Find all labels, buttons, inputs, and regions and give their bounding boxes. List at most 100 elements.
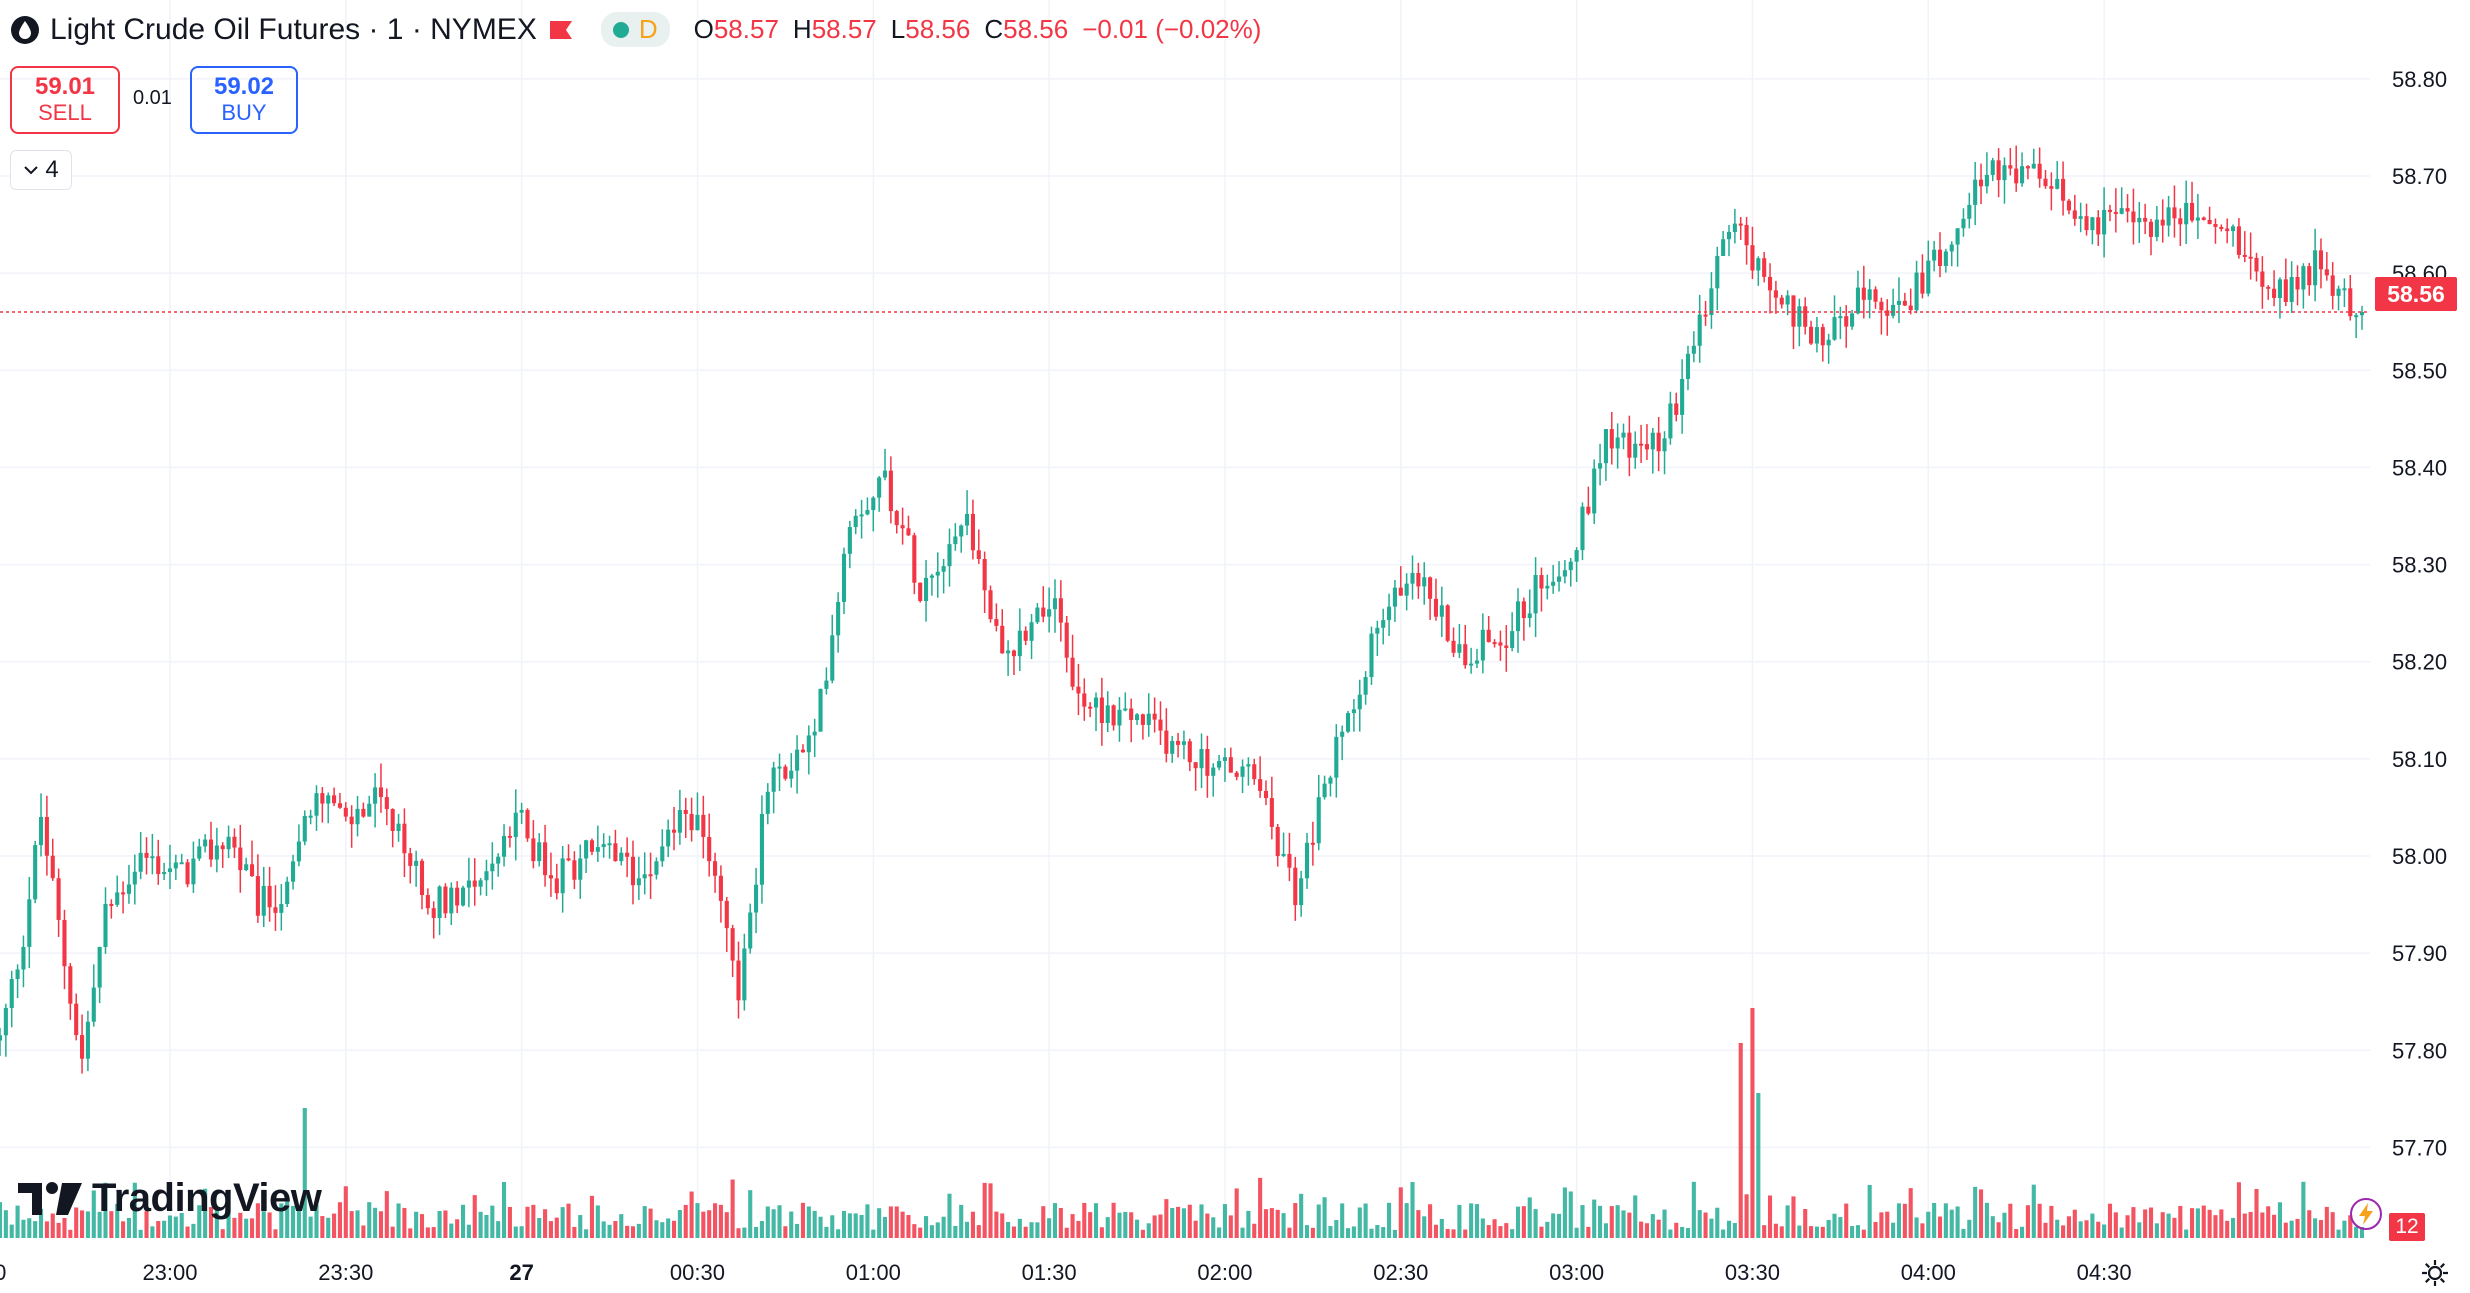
candle-body	[1803, 306, 1808, 327]
candle-body	[1375, 627, 1380, 634]
candle-body	[800, 749, 806, 753]
candle-body	[162, 872, 167, 875]
volume-bar	[1463, 1229, 1468, 1238]
candle-body	[1961, 218, 1966, 229]
candle-body	[1105, 705, 1110, 724]
sell-button[interactable]: 59.01 SELL	[10, 66, 120, 134]
volume-bar	[712, 1203, 718, 1238]
candle-body	[1404, 583, 1409, 596]
candle-body	[2277, 279, 2282, 298]
volume-bar	[1146, 1223, 1151, 1238]
candle-body	[1937, 249, 1943, 266]
candle-body	[730, 928, 735, 961]
candle-body	[1000, 625, 1005, 654]
candle-body	[1234, 772, 1239, 777]
volume-bar	[273, 1229, 278, 1238]
volume-bar	[1439, 1218, 1444, 1238]
candle-body	[1615, 437, 1620, 449]
candle-body	[2301, 266, 2306, 290]
candle-body	[1486, 629, 1491, 643]
last-price-tag: 58.56	[2375, 277, 2457, 311]
volume-bar	[947, 1193, 952, 1238]
buy-button[interactable]: 59.02 BUY	[190, 66, 298, 134]
time-tick-label: 04:30	[2077, 1260, 2132, 1285]
time-tick-label: 01:00	[846, 1260, 901, 1285]
candle-body	[2236, 226, 2241, 255]
candle-body	[1633, 443, 1638, 458]
volume-bar	[730, 1179, 735, 1238]
candle-body	[507, 835, 512, 838]
candle-body	[1187, 741, 1192, 763]
candle-body	[1521, 601, 1526, 619]
candle-body	[1193, 762, 1198, 769]
symbol-title[interactable]: Light Crude Oil Futures · 1 · NYMEX	[50, 12, 537, 46]
candle-body	[1891, 304, 1896, 316]
volume-bar	[2119, 1227, 2124, 1238]
candle-body	[2330, 275, 2335, 296]
bolt-icon[interactable]	[2348, 1196, 2384, 1232]
candle-body	[537, 842, 542, 862]
volume-bar	[771, 1209, 776, 1238]
candle-body	[877, 477, 882, 498]
candle-body	[91, 987, 96, 1022]
candle-body	[1387, 606, 1392, 621]
delayed-indicator: D	[638, 14, 658, 44]
volume-bar	[1129, 1212, 1134, 1238]
candle-body	[1011, 650, 1017, 657]
candle-body	[754, 884, 759, 913]
candle-body	[2201, 217, 2206, 220]
candle-body	[1674, 403, 1679, 415]
candle-body	[1445, 605, 1450, 641]
volume-bar	[2260, 1212, 2265, 1238]
candle-body	[736, 960, 741, 1001]
volume-bar	[1111, 1202, 1116, 1238]
volume-bar	[2172, 1217, 2177, 1238]
volume-bar	[625, 1225, 630, 1238]
low-label: L	[890, 14, 906, 44]
candle-body	[1955, 228, 1960, 245]
candle-body	[947, 544, 952, 567]
flag-icon[interactable]	[547, 18, 575, 42]
volume-bar	[80, 1210, 85, 1238]
candle-body	[97, 946, 102, 988]
candle-body	[38, 816, 44, 846]
volume-bar	[443, 1210, 448, 1238]
market-status[interactable]: D	[600, 12, 670, 47]
time-tick-label: 03:30	[1725, 1260, 1780, 1285]
indicators-toggle-button[interactable]: 4	[10, 150, 72, 190]
candle-body	[1088, 706, 1093, 709]
candle-body	[21, 946, 26, 970]
volume-bar	[191, 1223, 196, 1238]
candle-body	[208, 839, 214, 860]
candle-body	[1439, 605, 1444, 617]
volume-bar	[197, 1205, 202, 1238]
volume-bar	[1820, 1226, 1825, 1238]
candle-body	[1510, 631, 1515, 648]
volume-bar	[988, 1183, 993, 1238]
volume-bar	[2043, 1222, 2048, 1238]
volume-bar	[85, 1211, 90, 1238]
volume-bar	[1164, 1199, 1169, 1238]
candle-body	[478, 880, 483, 887]
candle-body	[1586, 506, 1591, 514]
candle-body	[1832, 317, 1837, 340]
volume-bar	[150, 1226, 155, 1238]
candle-body	[431, 908, 436, 918]
candle-body	[384, 797, 389, 810]
tradingview-logo[interactable]: TradingView	[16, 1176, 322, 1221]
volume-bar	[97, 1211, 102, 1238]
candle-body	[2049, 186, 2054, 189]
candle-body	[378, 787, 384, 798]
candle-body	[425, 895, 430, 909]
volume-bar	[1035, 1222, 1040, 1238]
gear-icon[interactable]	[2420, 1258, 2450, 1288]
ohlc-values: O58.57 H58.57 L58.56 C58.56 −0.01 (−0.02…	[694, 14, 1262, 45]
candle-body	[2160, 219, 2165, 226]
volume-bar	[1281, 1213, 1286, 1238]
volume-bar	[2201, 1205, 2206, 1238]
volume-bar	[1158, 1214, 1163, 1238]
volume-bar	[1387, 1202, 1392, 1238]
volume-bar	[1006, 1221, 1011, 1238]
volume-bar	[525, 1206, 530, 1238]
